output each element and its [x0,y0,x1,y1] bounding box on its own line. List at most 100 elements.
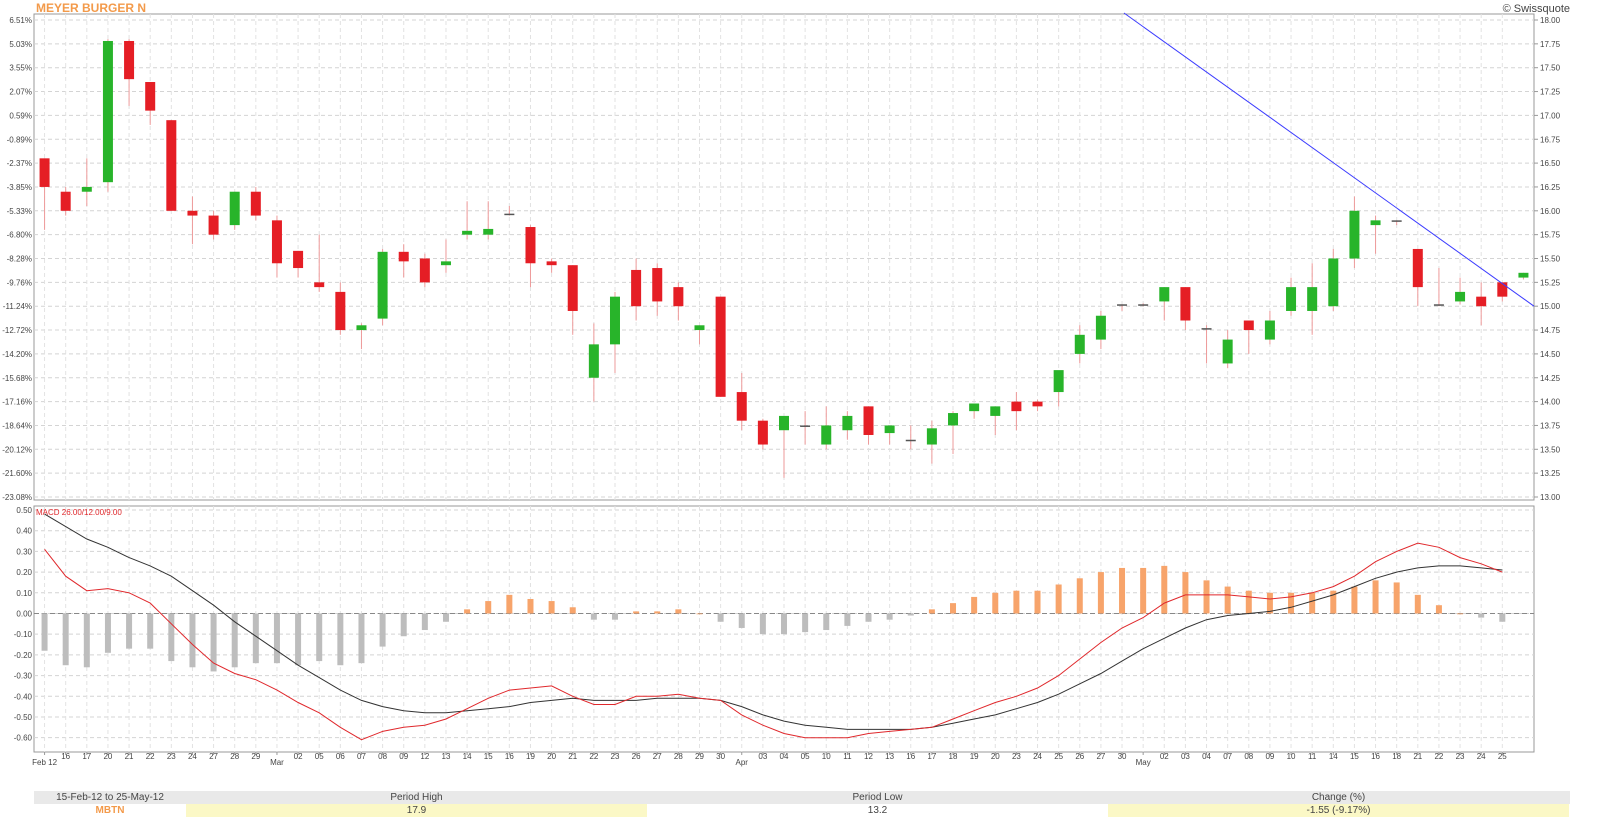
macd-histogram-bar [1013,590,1020,614]
x-tick-label: 23 [1012,752,1021,761]
percent-tick-label: 3.55% [9,64,32,73]
percent-tick-label: 6.51% [9,16,32,25]
x-tick-label: 24 [188,752,197,761]
x-tick-label: 18 [949,752,958,761]
x-tick-label: 12 [864,752,873,761]
candle-body [229,191,240,226]
percent-tick-label: 0.59% [9,111,32,120]
macd-histogram-bar [1499,613,1506,622]
x-tick-label: 07 [1223,752,1232,761]
x-tick-label: 23 [167,752,176,761]
candle-body [1328,258,1339,307]
x-tick-label: 07 [357,752,366,761]
x-tick-label: 09 [399,752,408,761]
x-tick-label: 22 [1434,752,1443,761]
percent-tick-label: -15.68% [2,374,32,383]
macd-histogram-bar [844,613,851,626]
candle-body [926,428,937,445]
candle-body [863,406,874,435]
symbol: MBTN [95,805,125,816]
trendline [1123,12,1535,307]
x-tick-label: Apr [736,758,749,767]
price-tick-label: 13.75 [1540,421,1561,430]
macd-histogram-bar [802,613,809,633]
price-tick-label: 15.50 [1540,255,1561,264]
macd-histogram-bar [548,601,555,614]
period-low-header: Period Low [852,792,903,803]
x-tick-label: 19 [970,752,979,761]
candle-body [842,415,853,431]
x-tick-label: 26 [1075,752,1084,761]
price-tick-label: 15.00 [1540,302,1561,311]
candle-body [736,392,747,421]
candle-body [60,191,71,211]
macd-histogram-bar [696,613,703,615]
candle-body [483,228,494,235]
macd-tick-label: -0.50 [14,713,33,722]
macd-tick-label: 0.30 [16,547,32,556]
macd-tick-label: 0.20 [16,568,32,577]
macd-tick-label: 0.10 [16,589,32,598]
macd-histogram-bar [611,613,618,620]
x-tick-label: 20 [103,752,112,761]
candle-body [1412,248,1423,288]
candle-body [1286,287,1297,311]
macd-tick-label: -0.30 [14,672,33,681]
price-tick-label: 16.25 [1540,183,1561,192]
macd-histogram-bar [738,613,745,628]
macd-histogram-bar [992,592,999,614]
x-tick-label: 20 [547,752,556,761]
candle-body [1138,304,1149,306]
macd-histogram-bar [442,613,449,622]
macd-histogram-bar [1034,590,1041,614]
x-tick-label: 16 [1371,752,1380,761]
chart-title: MEYER BURGER N [36,1,146,15]
x-tick-label: 26 [632,752,641,761]
candle-body [335,291,346,331]
candle-body [609,296,620,345]
percent-tick-label: -0.89% [7,135,32,144]
candle-body [1349,210,1360,259]
candle-body [1497,282,1508,297]
period-high-header: Period High [390,792,443,803]
candle-body [1159,287,1170,302]
percent-tick-label: -3.85% [7,183,32,192]
x-tick-label: 15 [1350,752,1359,761]
price-tick-label: 15.75 [1540,231,1561,240]
price-tick-label: 14.25 [1540,374,1561,383]
candle-body [314,282,325,288]
price-tick-label: 16.00 [1540,207,1561,216]
macd-histogram-bar [633,611,640,614]
candle-body [1222,339,1233,364]
macd-histogram-bar [654,611,661,614]
candle-body [124,40,135,80]
candle-body [1011,401,1022,412]
candle-body [102,40,113,183]
price-tick-label: 14.50 [1540,350,1561,359]
candle-body [884,425,895,434]
x-tick-label: 02 [1160,752,1169,761]
percent-tick-label: -2.37% [7,159,32,168]
candle-body [1053,370,1064,393]
x-tick-label: 12 [420,752,429,761]
price-tick-label: 17.25 [1540,88,1561,97]
candle-body [525,227,536,264]
x-tick-label: 18 [1392,752,1401,761]
x-tick-label: 25 [1498,752,1507,761]
candle-body [1243,320,1254,331]
macd-histogram-bar [126,613,133,649]
price-tick-label: 14.75 [1540,326,1561,335]
candle-body [440,261,451,266]
macd-histogram-bar [316,613,323,662]
macd-histogram-bar [252,613,259,664]
candle-body [800,425,811,427]
x-tick-label: 06 [336,752,345,761]
percent-tick-label: -17.16% [2,398,32,407]
candle-body [1117,304,1128,306]
candle-body [1032,401,1043,407]
candle-body [1074,334,1085,354]
price-tick-label: 17.50 [1540,64,1561,73]
x-tick-label: 20 [991,752,1000,761]
percent-tick-label: 5.03% [9,40,32,49]
